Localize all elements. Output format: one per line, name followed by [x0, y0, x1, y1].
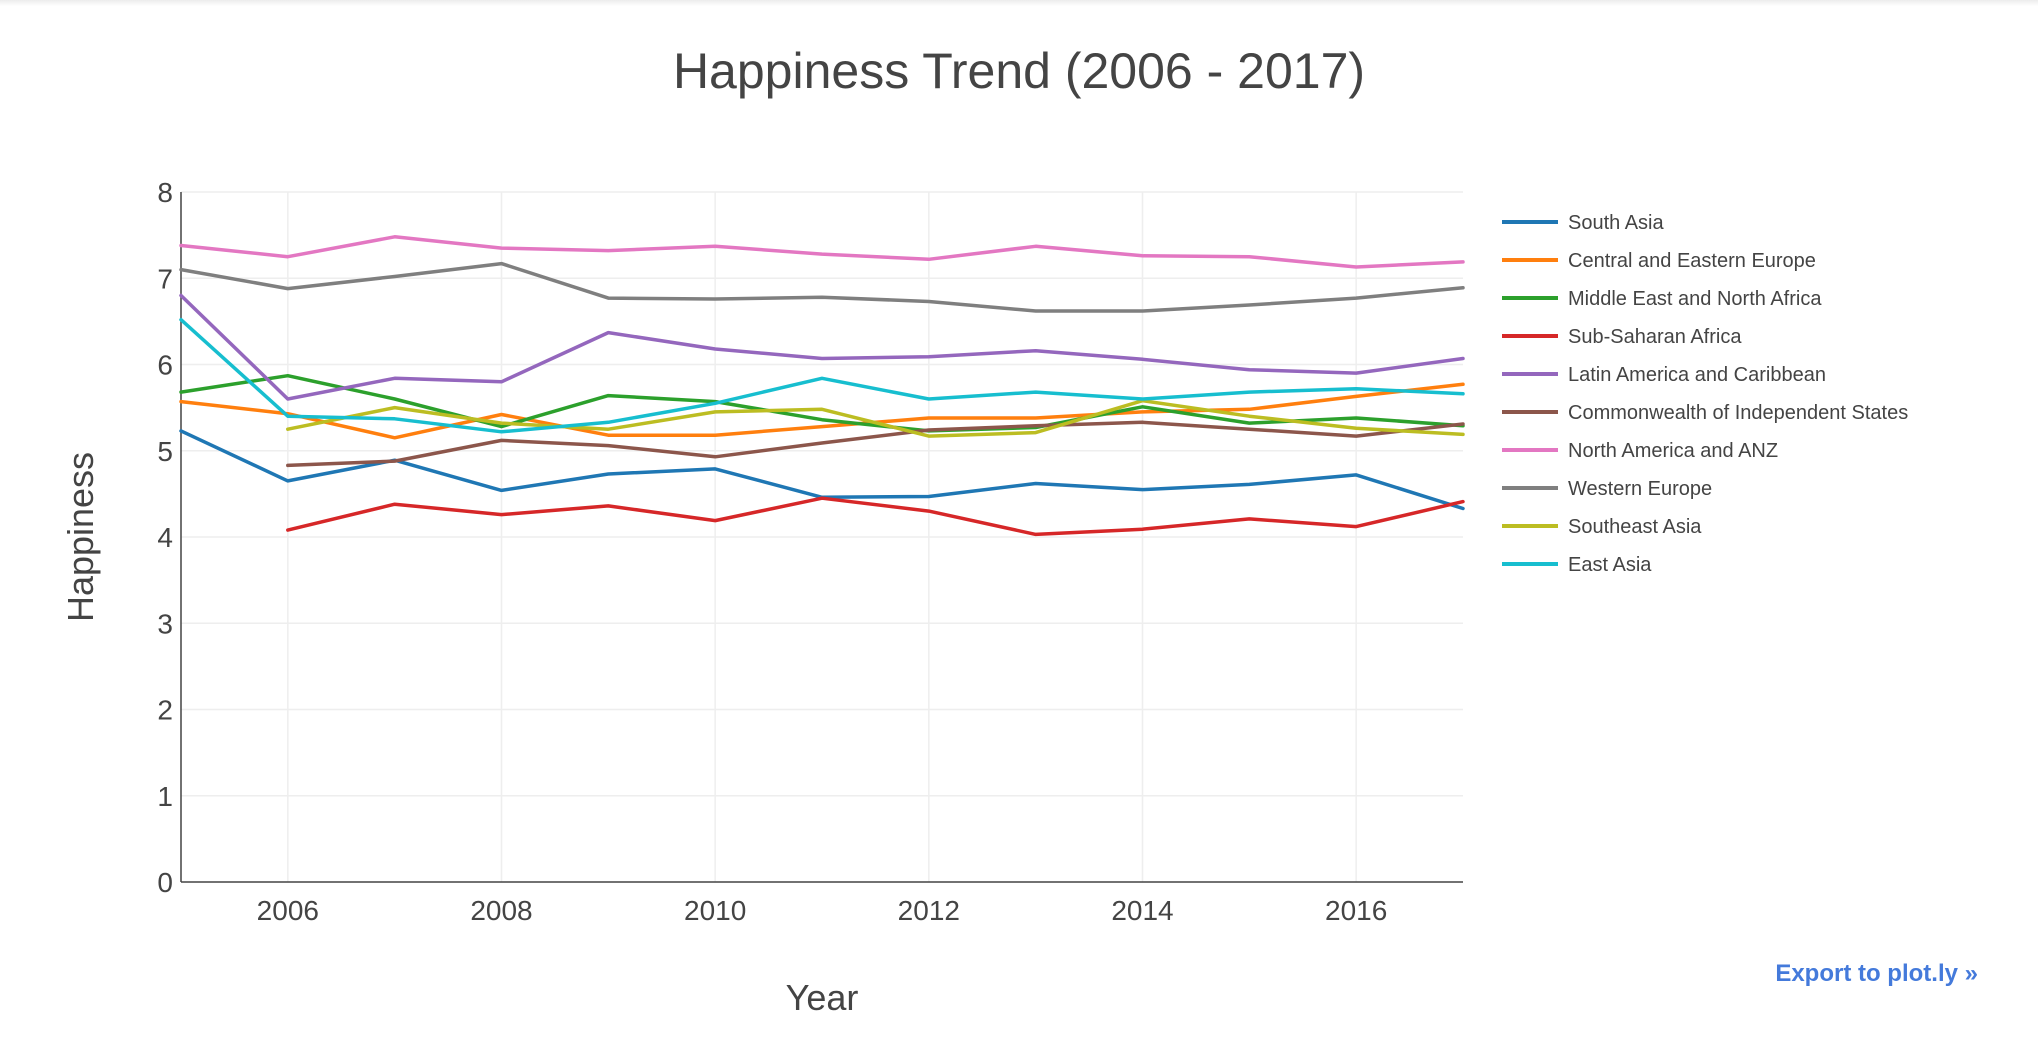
legend-item-north-america-and-anz[interactable]: North America and ANZ [1502, 440, 1778, 462]
y-tick-labels: 0 1 2 3 4 5 6 7 8 [157, 177, 173, 898]
x-tick-label: 2016 [1325, 895, 1387, 926]
y-tick-label: 3 [157, 608, 173, 639]
series-line-commonwealth-of-independent-states[interactable] [286, 420, 1465, 468]
series-line-western-europe[interactable] [179, 261, 1465, 313]
legend[interactable]: South Asia Central and Eastern Europe Midd… [1502, 212, 1908, 576]
legend-item-east-asia[interactable]: East Asia [1502, 554, 1652, 576]
legend-item-latin-america-and-caribbean[interactable]: Latin America and Caribbean [1502, 364, 1826, 386]
x-axis-title: Year [786, 977, 859, 1018]
x-tick-label: 2012 [898, 895, 960, 926]
chart-title: Happiness Trend (2006 - 2017) [673, 43, 1365, 99]
legend-item-southeast-asia[interactable]: Southeast Asia [1502, 516, 1702, 538]
legend-item-western-europe[interactable]: Western Europe [1502, 478, 1712, 500]
y-tick-label: 0 [157, 867, 173, 898]
series-line-sub-saharan-africa[interactable] [286, 496, 1465, 537]
y-tick-label: 5 [157, 436, 173, 467]
y-axis-title: Happiness [60, 452, 101, 622]
top-border-shade [0, 0, 2038, 6]
export-to-plotly-link[interactable]: Export to plot.ly » [1775, 960, 1978, 987]
x-tick-label: 2006 [257, 895, 319, 926]
x-tick-label: 2008 [470, 895, 532, 926]
y-tick-label: 8 [157, 177, 173, 208]
legend-label: Western Europe [1568, 478, 1712, 500]
series-line-middle-east-and-north-africa[interactable] [179, 373, 1465, 433]
y-tick-label: 7 [157, 263, 173, 294]
legend-item-sub-saharan-africa[interactable]: Sub-Saharan Africa [1502, 326, 1742, 348]
y-tick-label: 2 [157, 695, 173, 726]
axes [180, 192, 1463, 883]
y-tick-label: 1 [157, 781, 173, 812]
y-tick-label: 6 [157, 350, 173, 381]
y-tick-label: 4 [157, 522, 173, 553]
legend-item-middle-east-and-north-africa[interactable]: Middle East and North Africa [1502, 288, 1822, 310]
legend-label: Southeast Asia [1568, 516, 1702, 538]
legend-label: Sub-Saharan Africa [1568, 326, 1742, 348]
x-tick-label: 2010 [684, 895, 746, 926]
series-line-latin-america-and-caribbean[interactable] [179, 293, 1465, 401]
legend-label: Middle East and North Africa [1568, 288, 1822, 310]
series-line-southeast-asia[interactable] [286, 398, 1465, 438]
legend-label: East Asia [1568, 554, 1652, 576]
legend-label: North America and ANZ [1568, 440, 1778, 462]
legend-item-south-asia[interactable]: South Asia [1502, 212, 1665, 234]
gridlines [181, 191, 1463, 882]
legend-item-commonwealth-of-independent-states[interactable]: Commonwealth of Independent States [1502, 402, 1908, 424]
x-tick-labels: 2006 2008 2010 2012 2014 2016 [257, 895, 1388, 926]
series-line-east-asia[interactable] [179, 317, 1465, 434]
legend-label: Central and Eastern Europe [1568, 250, 1816, 272]
x-tick-label: 2014 [1111, 895, 1173, 926]
series-line-central-and-eastern-europe[interactable] [179, 382, 1465, 440]
legend-label: Latin America and Caribbean [1568, 364, 1826, 386]
series-lines [179, 235, 1465, 537]
legend-label: South Asia [1568, 212, 1665, 234]
legend-label: Commonwealth of Independent States [1568, 402, 1908, 424]
legend-item-central-and-eastern-europe[interactable]: Central and Eastern Europe [1502, 250, 1816, 272]
series-line-north-america-and-anz[interactable] [179, 235, 1465, 269]
